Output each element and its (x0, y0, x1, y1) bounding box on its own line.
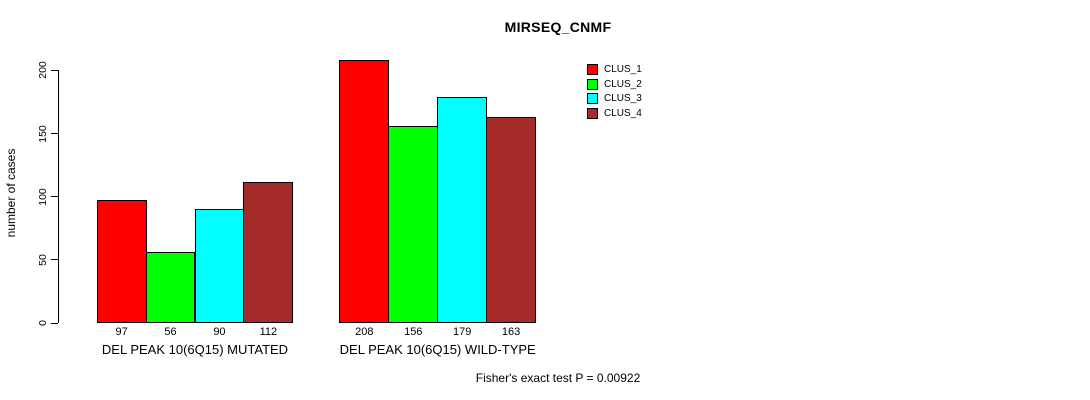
legend-swatch-icon (587, 107, 598, 119)
bar-value-label: 179 (452, 325, 472, 338)
legend-item-clus_4: CLUS_4 (587, 107, 642, 119)
category-label: DEL PEAK 10(6Q15) WILD-TYPE (339, 342, 536, 357)
legend-label: CLUS_3 (604, 93, 642, 105)
y-axis-title: number of cases (4, 148, 18, 238)
bar-clus_4-group2 (486, 117, 536, 323)
y-tick-mark (51, 322, 58, 324)
bar-value-label: 163 (501, 325, 521, 338)
legend-item-clus_1: CLUS_1 (587, 64, 642, 75)
legend-label: CLUS_4 (604, 107, 642, 119)
y-tick-label: 0 (37, 320, 49, 326)
bar-value-label: 112 (259, 325, 278, 338)
bar-clus_1-group2 (339, 60, 390, 323)
y-tick-label: 100 (37, 187, 49, 206)
footnote: Fisher's exact test P = 0.00922 (475, 371, 641, 385)
legend-label: CLUS_2 (604, 78, 642, 90)
legend-label: CLUS_1 (604, 64, 642, 75)
y-axis-line (58, 70, 59, 323)
bar-clus_3-group1 (194, 209, 245, 323)
bar-clus_2-group1 (145, 252, 196, 323)
bar-clus_2-group2 (388, 125, 439, 323)
bar-value-label: 90 (213, 325, 226, 338)
y-tick-mark (51, 259, 58, 261)
bar-value-label: 156 (404, 325, 423, 338)
y-tick-label: 150 (37, 124, 49, 143)
y-tick-mark (51, 69, 58, 71)
y-tick-label: 50 (37, 254, 49, 266)
bar-value-label: 56 (164, 325, 177, 338)
legend-item-clus_2: CLUS_2 (587, 78, 642, 90)
legend-swatch-icon (587, 93, 598, 105)
legend: CLUS_1 CLUS_2 CLUS_3 CLUS_4 (587, 64, 642, 122)
bar-value-label: 208 (355, 325, 374, 338)
bar-value-label: 97 (115, 325, 128, 338)
legend-item-clus_3: CLUS_3 (587, 93, 642, 105)
category-label: DEL PEAK 10(6Q15) MUTATED (101, 342, 289, 357)
bar-clus_4-group1 (243, 181, 294, 323)
bar-clus_1-group1 (96, 200, 147, 323)
y-tick-mark (51, 133, 58, 135)
chart-title: MIRSEQ_CNMF (504, 19, 612, 35)
y-tick-mark (51, 196, 58, 198)
legend-swatch-icon (587, 78, 598, 90)
y-tick-label: 200 (37, 61, 49, 80)
legend-swatch-icon (587, 64, 598, 75)
bar-clus_3-group2 (437, 96, 488, 323)
